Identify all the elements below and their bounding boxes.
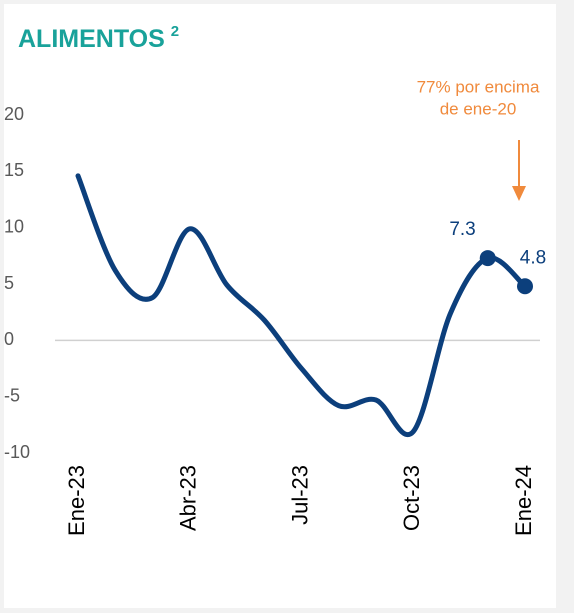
x-tick-label: Ene-24 (511, 465, 536, 536)
y-tick-label: 20 (4, 104, 24, 124)
y-tick-label: 0 (4, 329, 14, 349)
line (75, 173, 528, 437)
data-label: 4.8 (520, 247, 546, 268)
annotation: de ene-20 (440, 99, 517, 118)
panel (4, 4, 556, 608)
y-tick-label: 5 (4, 273, 14, 293)
title-note: 2 (171, 23, 179, 40)
annotation: 77% por encima (417, 77, 540, 96)
chart-title: ALIMENTOS 2 (18, 23, 179, 53)
title-text: ALIMENTOS (18, 25, 165, 53)
data-label: 7.3 (449, 219, 475, 240)
arrow-head (512, 186, 526, 201)
marker (517, 278, 533, 295)
y-tick-label: 10 (4, 216, 24, 236)
x-tick-label: Ene-23 (64, 465, 89, 536)
x-tick-label: Abr-23 (176, 465, 201, 531)
marker (479, 250, 496, 267)
y-tick-label: -5 (4, 385, 20, 405)
y-tick-label: 15 (4, 160, 24, 180)
y-tick-label: -10 (4, 442, 30, 462)
x-tick-label: Oct-23 (399, 465, 424, 531)
x-tick-label: Jul-23 (287, 465, 312, 525)
